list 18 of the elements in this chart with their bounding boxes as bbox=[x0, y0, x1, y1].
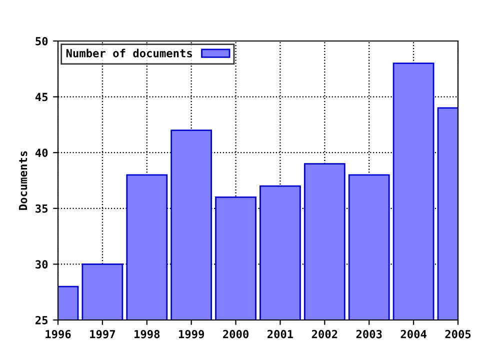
x-tick-label: 2002 bbox=[312, 330, 338, 338]
x-tick-label: 2000 bbox=[223, 330, 248, 338]
x-tick-label: 2001 bbox=[267, 330, 294, 338]
y-tick-label: 25 bbox=[36, 316, 48, 324]
x-tick-label: 1998 bbox=[134, 330, 160, 338]
x-tick-label: 1997 bbox=[90, 330, 115, 338]
x-tick-label: 2003 bbox=[356, 330, 382, 338]
y-tick-label: 50 bbox=[36, 36, 48, 46]
y-tick-label: 45 bbox=[35, 92, 48, 102]
y-tick-label: 40 bbox=[35, 148, 48, 157]
x-tick-label: 2004 bbox=[400, 330, 426, 338]
x-tick-label: 1999 bbox=[178, 330, 204, 338]
x-tick-label: 2005 bbox=[445, 330, 471, 338]
y-axis-title: Documents bbox=[18, 151, 28, 210]
y-tick-label: 35 bbox=[36, 204, 48, 213]
x-tick-label: 1996 bbox=[46, 330, 71, 338]
legend-label: Number of documents bbox=[66, 48, 192, 58]
y-tick-label: 30 bbox=[36, 260, 48, 269]
